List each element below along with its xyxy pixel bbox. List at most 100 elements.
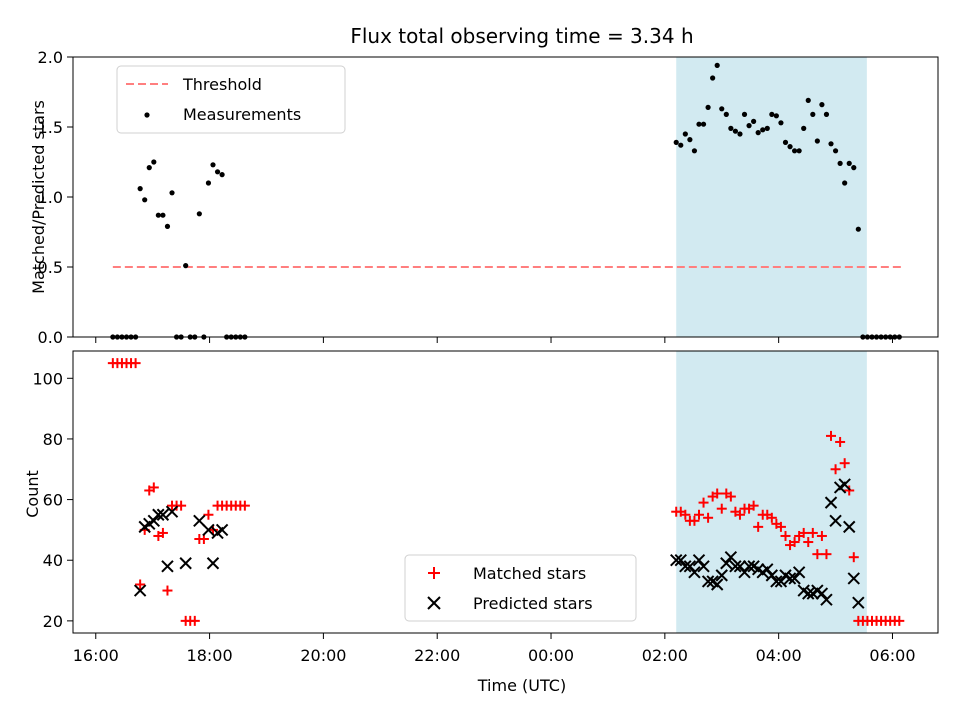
measurement-points (110, 62, 902, 340)
y-tick-label: 80 (43, 430, 63, 449)
predicted-star-marker (670, 554, 683, 567)
predicted-star-marker (710, 578, 724, 591)
measurement-point (183, 263, 189, 269)
measurement-point (723, 111, 729, 117)
measurement-point (732, 128, 739, 134)
matched-star-marker (766, 512, 777, 523)
predicted-star-marker (688, 566, 701, 579)
measurement-point (832, 148, 839, 154)
measurement-point (714, 62, 720, 68)
predicted-star-marker (742, 560, 756, 573)
measurement-point (755, 130, 761, 136)
matched-star-marker (189, 615, 200, 626)
predicted-star-marker (202, 523, 215, 537)
measurement-point (855, 226, 861, 232)
predicted-legend-swatch (427, 596, 441, 610)
predicted-star-marker (792, 566, 806, 579)
y-tick-label: 40 (43, 551, 63, 570)
ratio-plot-frame (72, 56, 939, 338)
measurement-point (696, 121, 702, 127)
matched-star-marker (203, 509, 214, 520)
predicted-star-marker (765, 569, 779, 582)
y-tick-label: 1.0 (38, 188, 63, 207)
predicted-star-marker (152, 508, 165, 521)
measurement-point (169, 190, 175, 196)
matched-star-marker (844, 485, 855, 496)
measurement-point (164, 223, 171, 229)
matched-star-marker (162, 585, 173, 596)
matched-star-marker (689, 515, 700, 526)
predicted-star-marker (824, 496, 838, 509)
measurement-point (814, 138, 820, 144)
predicted-star-marker (738, 566, 751, 579)
predicted-star-marker (179, 557, 192, 570)
y-tick-label: 20 (43, 612, 63, 631)
matched-star-marker (821, 549, 832, 560)
predicted-star-marker (215, 523, 229, 537)
measurement-point (673, 139, 679, 145)
count-legend-box (404, 554, 637, 622)
x-tick-label: 02:00 (642, 646, 688, 665)
count-legend: Matched stars Predicted stars (404, 554, 637, 622)
measurement-point (787, 144, 793, 150)
matched-star-marker (734, 509, 745, 520)
y-tick-label: 2.0 (38, 48, 63, 67)
measurement-point (796, 148, 802, 154)
measurement-point (214, 169, 221, 175)
x-tick-label: 18:00 (187, 646, 233, 665)
predicted-star-marker (165, 505, 179, 518)
matched-star-marker (835, 436, 846, 447)
measurement-point (151, 159, 157, 165)
measurement-point (682, 131, 688, 137)
x-tick-label: 22:00 (414, 646, 460, 665)
measurement-point (219, 172, 225, 178)
measurement-point (837, 160, 843, 166)
chart-title: Flux total observing time = 3.34 h (350, 24, 693, 48)
matched-star-marker (775, 521, 786, 532)
measurement-point (155, 212, 161, 218)
predicted-star-marker (715, 569, 728, 582)
matched-star-marker (698, 497, 709, 508)
ratio-y-axis-label: Matched/Predicted stars (29, 100, 48, 294)
threshold-legend-label: Threshold (182, 75, 262, 94)
measurement-point (751, 118, 757, 124)
predicted-star-marker (788, 572, 801, 585)
measurement-point (741, 111, 748, 117)
predicted-legend-label: Predicted stars (473, 594, 593, 613)
matched-star-marker (703, 512, 714, 523)
measurement-point (700, 121, 707, 127)
predicted-star-marker (774, 575, 788, 588)
measurement-point (205, 180, 212, 186)
count-plot-frame (72, 350, 939, 634)
matched-star-marker (748, 500, 759, 511)
x-tick-label: 00:00 (528, 646, 574, 665)
measurement-point (805, 97, 811, 103)
matched-legend-label: Matched stars (473, 564, 586, 583)
ratio-y-ticks: 0.0 0.5 1.0 1.5 2.0 (38, 48, 73, 347)
matched-star-marker (712, 488, 723, 499)
matched-star-marker (716, 503, 727, 514)
x-tick-label: 06:00 (869, 646, 915, 665)
x-tick-label: 20:00 (300, 646, 346, 665)
measurement-point (210, 162, 216, 168)
measurement-point (737, 131, 743, 137)
matched-star-marker (798, 527, 809, 538)
measurement-point (160, 212, 166, 218)
predicted-star-marker (770, 575, 783, 588)
predicted-star-marker (701, 575, 715, 588)
time-x-axis-label: Time (UTC) (477, 676, 566, 695)
measurement-point (846, 160, 852, 166)
measurement-point (769, 111, 775, 117)
matched-star-marker (130, 358, 141, 369)
measurement-point (823, 111, 830, 117)
predicted-star-marker (733, 560, 747, 573)
predicted-star-marker (674, 554, 687, 567)
matched-star-marker (789, 537, 800, 548)
matched-star-marker (176, 500, 187, 511)
matched-star-marker (157, 527, 168, 538)
predicted-star-marker (147, 514, 161, 528)
y-tick-label: 0.5 (38, 258, 63, 277)
matched-star-marker (239, 500, 250, 511)
x-tick-label: 04:00 (756, 646, 802, 665)
